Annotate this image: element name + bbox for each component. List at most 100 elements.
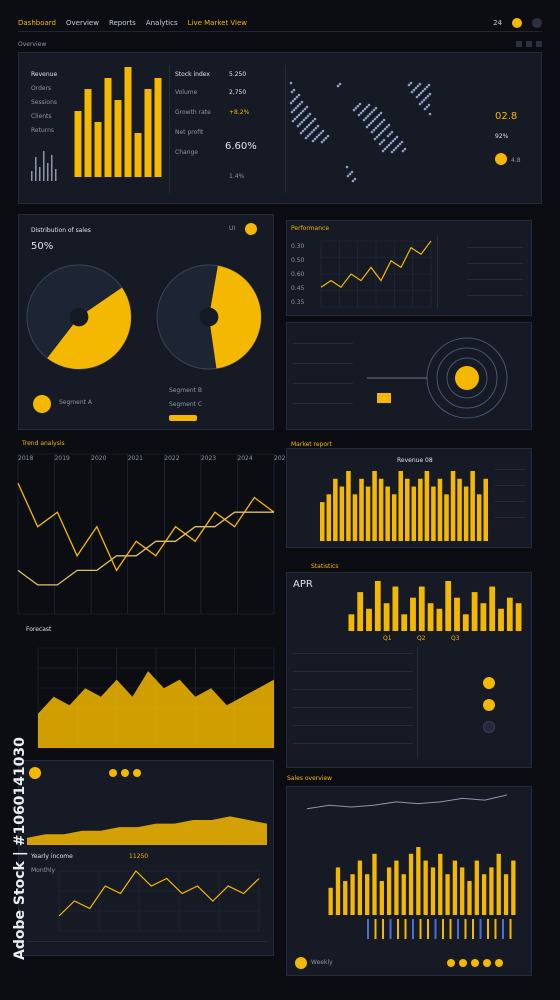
map-dot — [358, 102, 362, 106]
map-dot — [392, 148, 396, 152]
bar-mark — [333, 478, 338, 541]
info-icon[interactable] — [245, 223, 257, 235]
bar-mark — [335, 867, 341, 915]
map-dot — [391, 139, 395, 143]
bar-mark — [445, 581, 452, 631]
tag[interactable]: Q2 — [417, 635, 426, 642]
play-button[interactable] — [29, 767, 41, 779]
map-dot — [311, 119, 315, 123]
panel-title: Performance — [291, 225, 330, 232]
mini-bar — [427, 919, 429, 939]
play-button[interactable] — [33, 395, 51, 413]
map-dot — [382, 118, 386, 122]
map-dot — [378, 122, 382, 126]
dot-icon[interactable] — [133, 769, 141, 777]
map-dot — [418, 102, 422, 106]
area-chart — [27, 816, 267, 845]
map-dot — [324, 136, 328, 140]
spark-mark — [39, 167, 41, 181]
map-dot — [373, 117, 377, 121]
map-dot — [296, 124, 300, 128]
row-value: 0.50 — [291, 257, 305, 264]
bar-mark — [496, 853, 501, 915]
map-dot — [293, 97, 297, 101]
grid-icon[interactable] — [526, 41, 532, 47]
map-dot — [298, 102, 302, 106]
nav-item-overview[interactable]: Overview — [65, 18, 99, 27]
distribution-panel: Distribution of sales 50% UI 45% 15% Seg… — [18, 214, 274, 430]
user-icon[interactable] — [512, 17, 522, 28]
mini-bar — [434, 919, 437, 939]
map-dot — [290, 110, 294, 114]
dot-icon[interactable] — [471, 959, 479, 967]
panel-title: Distribution of sales — [31, 227, 91, 234]
legend-item: Segment C — [169, 401, 203, 408]
map-dot — [425, 85, 429, 89]
bar-mark — [408, 853, 414, 915]
tag[interactable]: Q1 — [383, 635, 392, 642]
dot-icon[interactable] — [447, 959, 455, 967]
map-dot — [307, 123, 311, 127]
bar-mark — [383, 603, 390, 631]
row-value: 0.45 — [291, 285, 305, 292]
menu-icon[interactable] — [532, 17, 542, 28]
map-dot — [316, 124, 320, 128]
mini-bar — [389, 919, 392, 939]
live-view-link[interactable]: Live Market View — [187, 18, 248, 27]
dot-icon[interactable] — [459, 959, 467, 967]
filter-icon[interactable] — [516, 41, 522, 47]
dot-icon[interactable] — [109, 769, 117, 777]
play-button[interactable] — [295, 957, 307, 969]
map-dot — [296, 104, 300, 108]
bar-mark — [405, 478, 410, 541]
tag[interactable]: Q3 — [451, 635, 460, 642]
bar-mark — [410, 597, 416, 631]
x-tick-label: 2020 — [91, 455, 106, 462]
map-dot — [367, 103, 371, 107]
list-value: +8.2% — [229, 109, 250, 116]
bar-mark — [392, 586, 399, 631]
map-dot — [380, 120, 384, 124]
map-dot — [387, 123, 391, 127]
nav-item-reports[interactable]: Reports — [108, 18, 136, 27]
close-icon[interactable] — [536, 41, 542, 47]
map-dot — [302, 118, 306, 122]
world-map — [289, 81, 432, 183]
area-fill — [27, 816, 267, 845]
map-dot — [365, 125, 369, 129]
legend-bar — [169, 415, 197, 421]
map-dot — [310, 130, 314, 134]
map-dot — [403, 147, 407, 151]
bar-mark — [328, 887, 333, 915]
dot-icon[interactable] — [495, 959, 503, 967]
bar-mark — [462, 614, 469, 631]
x-tick-label: 2023 — [201, 455, 216, 462]
panel-title: Trend analysis — [22, 440, 65, 447]
map-dot — [378, 142, 382, 146]
bar-mark — [424, 471, 430, 541]
map-dot — [383, 147, 387, 151]
list-value: 1.4% — [229, 173, 245, 180]
dot-icon[interactable] — [483, 959, 491, 967]
bar-mark — [457, 478, 462, 541]
nav-item-analytics[interactable]: Analytics — [145, 18, 178, 27]
map-dot — [303, 127, 307, 131]
bar-mark — [511, 860, 516, 915]
mini-bar-chart — [367, 919, 512, 939]
bar-mark — [418, 586, 425, 631]
map-dot — [414, 86, 418, 90]
x-tick-label: 2024 — [237, 455, 252, 462]
legend-item: Segment A — [59, 399, 93, 406]
bar-mark — [372, 471, 377, 541]
bar-mark — [452, 860, 458, 915]
bar-mark — [436, 608, 443, 631]
top-bar: Dashboard Overview Reports Analytics Liv… — [18, 14, 542, 32]
map-dot — [322, 138, 326, 142]
map-dot — [304, 116, 308, 120]
stat-value: 11250 — [129, 853, 149, 860]
area-chart — [37, 647, 275, 749]
trend-panel: Trend analysis 2018 2019 2020 2021 2022 2023 2… — [17, 440, 289, 616]
footer-label: Weekly — [311, 959, 333, 966]
line-chart — [320, 240, 432, 308]
dot-icon[interactable] — [121, 769, 129, 777]
